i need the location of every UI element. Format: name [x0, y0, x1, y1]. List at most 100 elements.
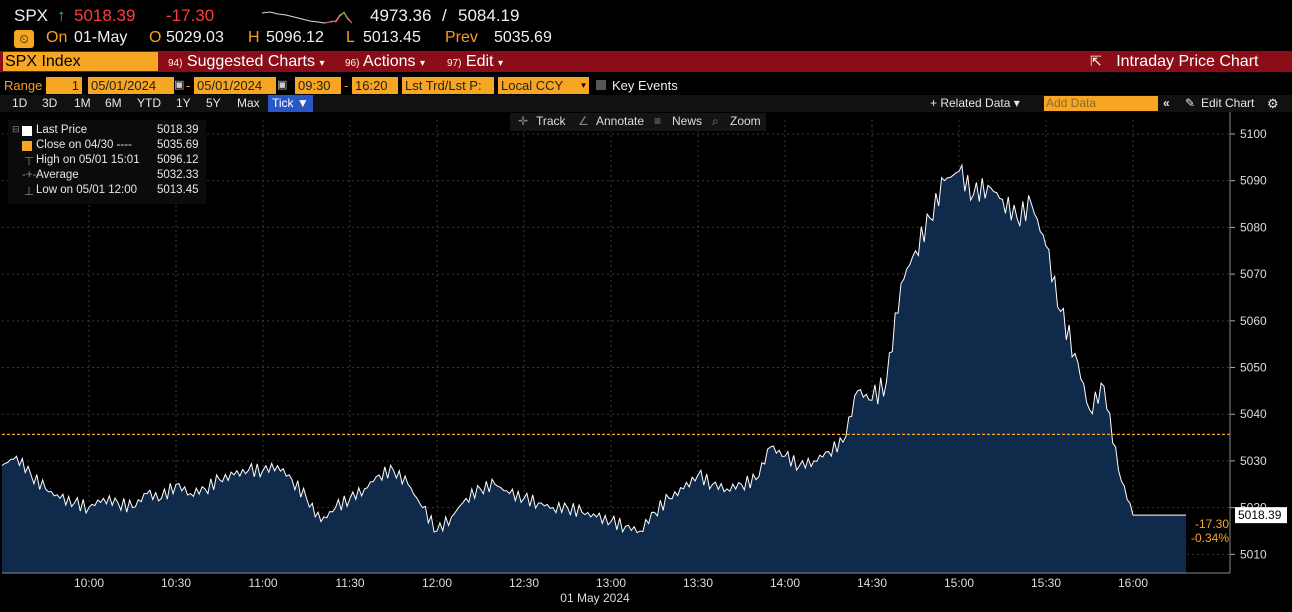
on-label: On — [46, 29, 68, 46]
legend-low[interactable]: ⊥ Low on 05/01 12:00 5013.45 — [24, 184, 199, 198]
edit-chart-button[interactable]: Edit Chart — [1201, 96, 1255, 110]
actions-menu[interactable]: 96) Actions ▾ — [345, 53, 425, 70]
period-bar: 1D 3D 1M 6M YTD 1Y 5Y Max Tick ▼ + Relat… — [0, 95, 1292, 112]
prev-value: 5035.69 — [494, 29, 552, 46]
date-dash: - — [186, 78, 191, 93]
low-label: L — [346, 29, 355, 46]
x-tick-label: 16:00 — [1118, 576, 1148, 590]
price-tags: 5018.39 -17.30-0.34% — [1191, 507, 1287, 545]
x-tick-label: 15:00 — [944, 576, 974, 590]
close-swatch — [22, 141, 32, 151]
x-tick-label: 10:00 — [74, 576, 104, 590]
menu-bar: SPX Index 94) Suggested Charts ▾ 96) Act… — [0, 51, 1292, 72]
y-tick-label: 5060 — [1240, 314, 1267, 328]
chart-title[interactable]: ⇱ Intraday Price Chart — [1090, 53, 1259, 70]
start-date-field[interactable]: 05/01/2024 — [88, 77, 174, 94]
y-tick-label: 5010 — [1240, 547, 1267, 561]
legend-close[interactable]: Close on 04/30 ---- 5035.69 — [8, 139, 206, 154]
chart-axes: 5010502050305040505050605070508050905100… — [2, 112, 1267, 605]
price-line — [1, 163, 1186, 534]
time-dash: - — [344, 78, 349, 93]
news-tool[interactable]: News — [672, 114, 703, 128]
range-count-field[interactable]: 1 — [46, 77, 82, 94]
chevron-down-icon: ▾ — [497, 58, 503, 69]
chevron-down-icon: ▾ — [319, 58, 325, 69]
y-tick-label: 5090 — [1240, 174, 1267, 188]
chevron-down-icon[interactable]: ▾ — [578, 77, 589, 94]
ticker: SPX — [14, 6, 49, 25]
high-label: H — [248, 29, 260, 46]
annotate-tool[interactable]: Annotate — [596, 114, 645, 128]
price-chart[interactable]: 5010502050305040505050605070508050905100… — [0, 112, 1292, 612]
x-tick-label: 13:30 — [683, 576, 713, 590]
price-field-select[interactable]: Lst Trd/Lst P: — [402, 77, 494, 94]
last-price-tag-bg — [1235, 507, 1287, 524]
high-value: 5096.12 — [266, 29, 324, 46]
x-tick-label: 14:30 — [857, 576, 887, 590]
low-marker-icon: ⊥ — [24, 186, 35, 198]
collapse-icon[interactable]: « — [1163, 96, 1170, 110]
y-tick-label: 5030 — [1240, 454, 1267, 468]
period-max[interactable]: Max — [237, 96, 260, 110]
y-tick-label: 5100 — [1240, 127, 1267, 141]
open-label: O — [149, 29, 162, 46]
launch-icon: ⇱ — [1090, 53, 1102, 69]
period-1m[interactable]: 1M — [74, 96, 91, 110]
security-field[interactable]: SPX Index — [3, 52, 158, 71]
start-time-field[interactable]: 09:30 — [295, 77, 341, 94]
zoom-tool[interactable]: Zoom — [730, 114, 761, 128]
track-tool[interactable]: Track — [536, 114, 566, 128]
period-ytd[interactable]: YTD — [137, 96, 161, 110]
x-tick-label: 11:30 — [335, 576, 364, 590]
legend-high[interactable]: ⊤ High on 05/01 15:01 5096.12 — [24, 154, 199, 168]
x-tick-label: 11:00 — [248, 576, 277, 590]
price-area — [1, 163, 1230, 573]
calendar-icon[interactable]: ▣ — [277, 79, 288, 91]
legend-last-price[interactable]: ⊟ Last Price 5018.39 — [12, 124, 199, 136]
edit-menu[interactable]: 97) Edit ▾ — [447, 53, 503, 70]
end-date-field[interactable]: 05/01/2024 — [194, 77, 276, 94]
legend-average[interactable]: -+- Average 5032.33 — [22, 169, 199, 181]
quote-header: SPX ↑ 5018.39 -17.30 4973.36 / 5084.19 — [0, 6, 1292, 28]
x-tick-label: 12:00 — [422, 576, 452, 590]
x-tick-label: 10:30 — [161, 576, 191, 590]
average-marker-icon: -+- — [22, 169, 37, 181]
end-time-field[interactable]: 16:20 — [352, 77, 398, 94]
pencil-icon: ✎ — [1185, 96, 1196, 110]
expand-icon[interactable]: ⊟ — [12, 124, 20, 134]
x-tick-label: 15:30 — [1031, 576, 1061, 590]
period-1y[interactable]: 1Y — [176, 96, 191, 110]
range-label: Range — [4, 78, 43, 93]
last-price-swatch — [22, 126, 32, 136]
prev-label: Prev — [445, 29, 478, 46]
change-tag: -17.30 — [1195, 517, 1229, 531]
day-range-low: 4973.36 — [370, 6, 432, 25]
key-events-label: Key Events — [612, 78, 678, 93]
x-tick-label: 12:30 — [509, 576, 539, 590]
key-events-checkbox[interactable] — [596, 80, 606, 90]
related-data-button[interactable]: + Related Data ▾ — [930, 96, 1020, 110]
currency-select[interactable]: Local CCY — [498, 77, 578, 94]
calendar-icon[interactable]: ▣ — [174, 79, 185, 91]
period-5y[interactable]: 5Y — [206, 96, 221, 110]
day-range-high: 5084.19 — [458, 6, 520, 25]
period-1d[interactable]: 1D — [12, 96, 28, 110]
x-tick-label: 13:00 — [596, 576, 626, 590]
range-separator: / — [442, 6, 447, 25]
add-data-input[interactable]: Add Data — [1044, 96, 1158, 111]
period-tick[interactable]: Tick ▼ — [268, 95, 313, 112]
period-6m[interactable]: 6M — [105, 96, 122, 110]
crosshair-icon: ✛ — [518, 114, 529, 128]
sparkline — [262, 11, 352, 24]
period-3d[interactable]: 3D — [42, 96, 58, 110]
price-area-fill — [2, 165, 1186, 573]
gear-icon[interactable]: ⚙ — [1267, 96, 1279, 111]
y-tick-label: 5070 — [1240, 267, 1267, 281]
suggested-charts-menu[interactable]: 94) Suggested Charts ▾ — [168, 53, 325, 70]
clock-icon[interactable]: ⏲ — [14, 30, 34, 48]
range-bar: Range 1 05/01/2024 ▣ - 05/01/2024 ▣ 09:3… — [0, 76, 1292, 95]
zoom-icon: ⌕ — [712, 114, 719, 128]
y-tick-label: 5040 — [1240, 407, 1267, 421]
up-arrow-icon: ↑ — [57, 6, 66, 25]
y-tick-label: 5080 — [1240, 220, 1267, 234]
